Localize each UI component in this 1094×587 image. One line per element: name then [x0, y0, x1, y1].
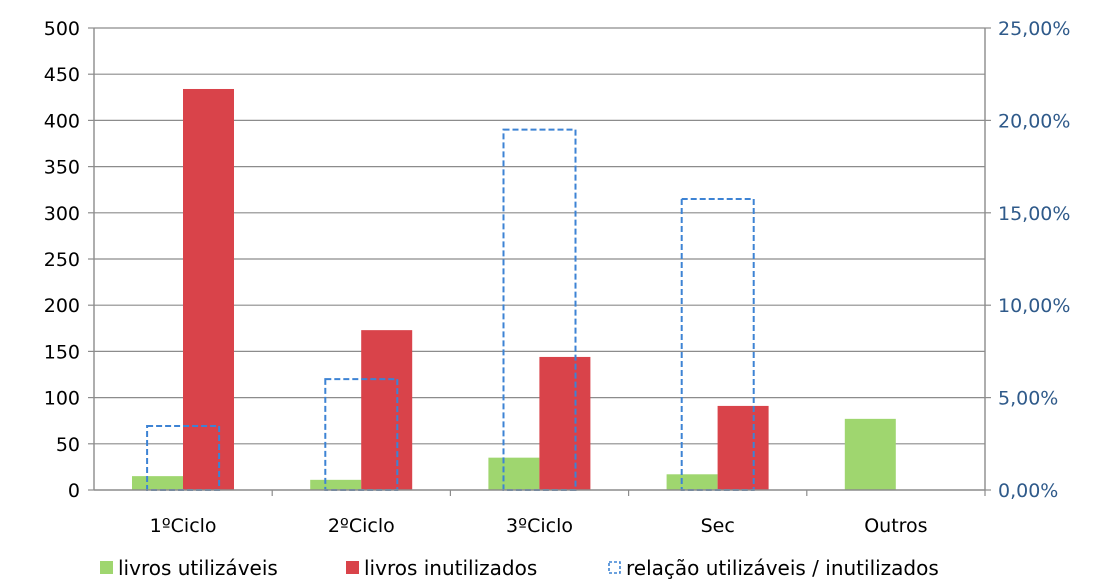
legend-swatch: [608, 561, 621, 574]
y-right-tick-label: 25,00%: [998, 18, 1070, 40]
y-left-tick-label: 350: [44, 157, 80, 179]
legend-label: livros inutilizados: [364, 556, 537, 580]
bar-livros-utilizaveis: [666, 474, 718, 490]
y-right-tick-label: 5,00%: [998, 388, 1058, 410]
x-tick-label: 2ºCiclo: [328, 515, 395, 537]
y-right-tick-label: 15,00%: [998, 203, 1070, 225]
bar-livros-inutilizados: [539, 356, 591, 490]
y-left-tick-label: 300: [44, 203, 80, 225]
x-tick-label: Sec: [701, 515, 735, 537]
legend-swatch: [100, 561, 113, 574]
legend-label: relação utilizáveis / inutilizados: [626, 556, 939, 580]
legend-label: livros utilizáveis: [118, 556, 278, 580]
x-tick-label: 1ºCiclo: [150, 515, 217, 537]
y-left-tick-label: 450: [44, 64, 80, 86]
y-left-tick-label: 50: [56, 434, 80, 456]
bar-livros-utilizaveis: [844, 418, 896, 490]
y-right-tick-label: 10,00%: [998, 295, 1070, 317]
y-left-tick-label: 100: [44, 388, 80, 410]
y-left-tick-label: 400: [44, 110, 80, 132]
y-right-tick-label: 0,00%: [998, 480, 1058, 502]
x-tick-label: 3ºCiclo: [506, 515, 573, 537]
y-left-tick-label: 0: [68, 480, 80, 502]
bar-livros-utilizaveis: [488, 457, 540, 490]
y-left-tick-label: 500: [44, 18, 80, 40]
y-left-tick-label: 250: [44, 249, 80, 271]
y-left-tick-label: 200: [44, 295, 80, 317]
bar-livros-inutilizados: [717, 405, 769, 490]
y-right-tick-label: 20,00%: [998, 110, 1070, 132]
y-left-tick-label: 150: [44, 341, 80, 363]
bar-livros-inutilizados: [183, 88, 234, 490]
x-tick-label: Outros: [864, 515, 927, 537]
legend-swatch: [346, 561, 359, 574]
bar-livros-utilizaveis: [132, 476, 183, 490]
bar-livros-utilizaveis: [310, 479, 362, 490]
bar-livros-inutilizados: [361, 330, 413, 490]
